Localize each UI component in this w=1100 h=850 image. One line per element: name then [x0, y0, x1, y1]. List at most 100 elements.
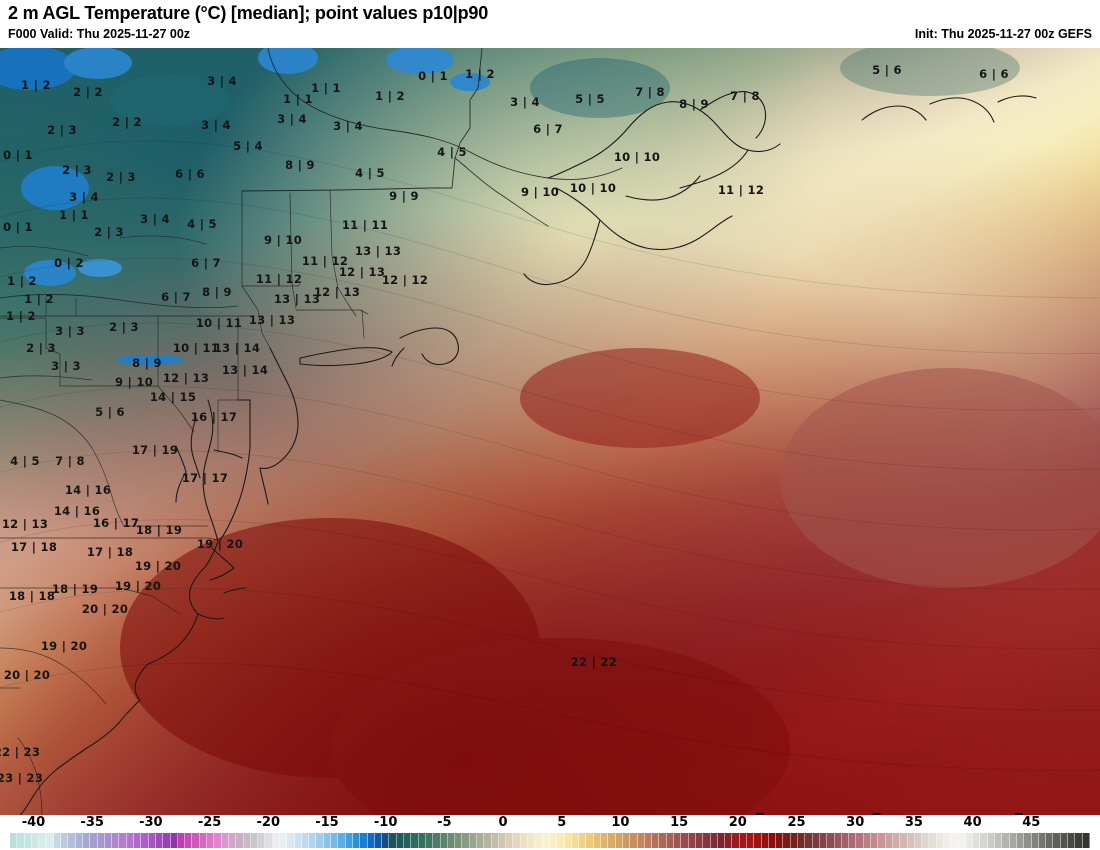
colorbar-tick: 0 — [498, 815, 508, 830]
colorbar-swatch — [155, 833, 164, 848]
colorbar-swatch — [586, 833, 594, 848]
colorbar-swatch — [75, 833, 83, 848]
point-value-label: 1 | 2 — [375, 89, 405, 103]
colorbar-swatches[interactable] — [10, 833, 1090, 848]
colorbar-swatch — [630, 833, 638, 848]
point-value-label: 12 | 13 — [313, 285, 361, 299]
colorbar-swatch — [404, 833, 412, 848]
colorbar-swatch — [608, 833, 616, 848]
point-value-label: 9 | 9 — [389, 189, 419, 203]
point-value-label: 22 | 22 — [570, 655, 618, 669]
point-value-label: 22 | 23 — [0, 745, 41, 759]
point-value-label: 1 | 2 — [465, 67, 495, 81]
point-value-label: 7 | 8 — [635, 85, 665, 99]
colorbar-tick: 15 — [670, 815, 689, 830]
point-value-label: 2 | 2 — [112, 115, 142, 129]
point-value-label: 12 | 12 — [381, 273, 429, 287]
colorbar-swatch — [754, 833, 762, 848]
colorbar-swatch — [272, 833, 280, 848]
point-value-label: 6 | 6 — [175, 167, 205, 181]
colorbar-swatch — [528, 833, 536, 848]
colorbar-tick: 30 — [846, 815, 865, 830]
point-value-label: 4 | 5 — [355, 166, 385, 180]
colorbar-swatch — [878, 833, 886, 848]
colorbar-swatch — [542, 833, 550, 848]
colorbar-swatch — [593, 833, 602, 848]
point-value-label: 2 | 3 — [94, 225, 124, 239]
page-title: 2 m AGL Temperature (°C) [median]; point… — [8, 3, 489, 23]
colorbar-swatch — [834, 833, 842, 848]
point-value-label: 5 | 4 — [233, 139, 263, 153]
colorbar-swatch — [367, 833, 375, 848]
point-value-label: 17 | 18 — [86, 545, 134, 559]
point-value-label: 5 | 5 — [575, 92, 605, 106]
point-value-label: 0 | 2 — [54, 256, 84, 270]
point-value-label: 20 | 20 — [81, 602, 129, 616]
colorbar-tick: -10 — [373, 815, 398, 830]
colorbar-swatch — [82, 833, 91, 848]
colorbar-swatch — [863, 833, 872, 848]
point-value-label: 7 | 8 — [730, 89, 760, 103]
point-value-label: 3 | 4 — [510, 95, 540, 109]
colorbar-swatch — [615, 833, 623, 848]
colorbar-swatch — [31, 833, 40, 848]
point-value-label: 8 | 9 — [202, 285, 232, 299]
colorbar-swatch — [440, 833, 448, 848]
colorbar-tick: -30 — [139, 815, 163, 830]
colorbar-swatch — [980, 833, 988, 848]
colorbar-swatch — [279, 833, 288, 848]
colorbar-swatch — [746, 833, 755, 848]
colorbar-swatch — [433, 833, 441, 848]
colorbar-swatch — [309, 833, 317, 848]
colorbar-tick: 40 — [963, 815, 982, 830]
colorbar-swatch — [104, 833, 113, 848]
colorbar-swatch — [411, 833, 419, 848]
point-value-label: 3 | 4 — [333, 119, 363, 133]
colorbar-swatch — [739, 833, 747, 848]
point-value-label: 6 | 7 — [533, 122, 563, 136]
colorbar-swatch — [710, 833, 718, 848]
point-value-label: 18 | 18 — [8, 589, 56, 603]
colorbar-swatch — [287, 833, 295, 848]
colorbar-swatch — [17, 833, 25, 848]
colorbar[interactable]: -40 -35 -30 -25 -20 -15 -10 -5 0 5 10 15 20 25 30 35 40 4… — [0, 815, 1100, 850]
point-value-label: 10 | 11 — [195, 316, 243, 330]
colorbar-swatch — [892, 833, 901, 848]
point-value-label: 13 | 13 — [273, 292, 321, 306]
point-value-label: 13 | 14 — [221, 363, 269, 377]
pivotal-weather-logo[interactable]: piv — [723, 810, 1092, 816]
colorbar-swatch — [425, 833, 434, 848]
point-value-label: 10 | 10 — [569, 181, 617, 195]
colorbar-swatch — [112, 833, 120, 848]
colorbar-swatch — [331, 833, 339, 848]
point-value-label: 20 | 20 — [3, 668, 51, 682]
colorbar-swatch — [856, 833, 864, 848]
point-value-label: 11 | 12 — [301, 254, 349, 268]
point-value-label: 4 | 5 — [10, 454, 40, 468]
colorbar-swatch — [389, 833, 397, 848]
point-value-label: 17 | 18 — [10, 540, 58, 554]
colorbar-swatch — [265, 833, 273, 848]
point-value-label: 1 | 1 — [59, 208, 89, 222]
colorbar-swatch — [418, 833, 426, 848]
colorbar-tick: -20 — [256, 815, 281, 830]
point-value-label: 16 | 17 — [92, 516, 140, 530]
colorbar-swatch — [798, 833, 806, 848]
colorbar-tick: -25 — [197, 815, 222, 830]
colorbar-swatch — [929, 833, 937, 848]
point-value-label: 19 | 20 — [134, 559, 182, 573]
temperature-contour-field — [0, 48, 1100, 815]
colorbar-swatch — [579, 833, 587, 848]
colorbar-swatch — [360, 833, 368, 848]
colorbar-swatch — [885, 833, 893, 848]
colorbar-tick: -35 — [80, 815, 104, 830]
map-header: 2 m AGL Temperature (°C) [median]; point… — [0, 0, 1100, 48]
point-value-label: 16 | 17 — [190, 410, 238, 424]
colorbar-swatch — [1024, 833, 1032, 848]
point-value-label: 3 | 4 — [277, 112, 307, 126]
colorbar-swatch — [68, 833, 76, 848]
point-value-label: 1 | 2 — [24, 292, 54, 306]
point-value-label: 14 | 16 — [64, 483, 112, 497]
point-value-label: 19 | 20 — [196, 537, 244, 551]
